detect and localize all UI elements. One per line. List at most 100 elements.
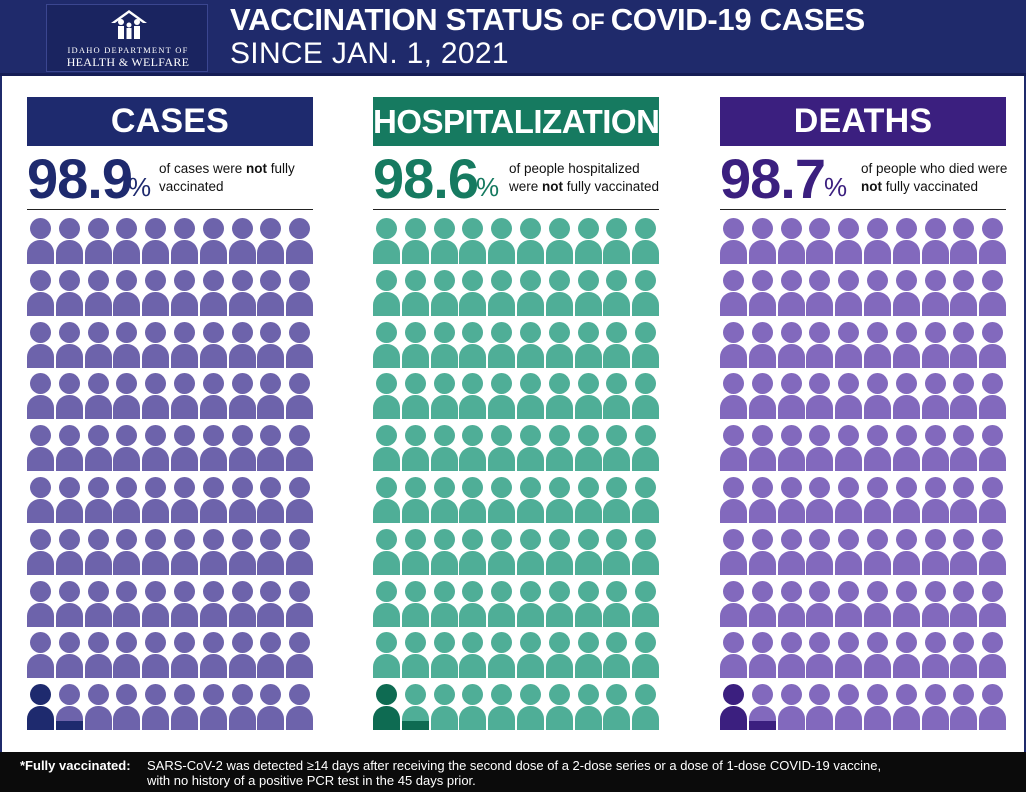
- person-icon: [806, 477, 834, 525]
- page-title: VACCINATION STATUS OF COVID-19 CASES: [230, 2, 865, 37]
- person-icon: [777, 528, 805, 577]
- person-icon: [545, 528, 573, 577]
- person-icon: [777, 269, 805, 318]
- person-icon-grid: [27, 218, 314, 742]
- person-icon: [488, 218, 516, 266]
- panel-hospitalizations: HOSPITALIZATIONS 98.6 % of people hospit…: [373, 97, 681, 742]
- person-icon: [748, 218, 776, 266]
- person-icon: [632, 218, 660, 266]
- person-icon: [574, 580, 602, 629]
- person-icon: [113, 632, 141, 680]
- person-icon: [113, 321, 141, 370]
- person-icon: [373, 269, 400, 318]
- person-icon: [545, 684, 573, 732]
- person-icon: [864, 528, 891, 577]
- family-house-icon: [111, 10, 147, 39]
- person-icon: [142, 269, 170, 318]
- person-icon: [892, 321, 920, 370]
- person-icon: [459, 321, 487, 370]
- person-icon: [430, 373, 458, 421]
- person-icon: [430, 580, 458, 629]
- person-icon: [84, 269, 112, 318]
- person-icon: [142, 528, 170, 577]
- person-icon: [257, 632, 285, 680]
- person-icon: [286, 373, 314, 421]
- person-icon: [459, 425, 487, 473]
- person-icon: [603, 218, 631, 266]
- person-icon: [113, 425, 141, 473]
- person-icon: [864, 321, 891, 370]
- person-icon: [488, 684, 516, 732]
- person-icon: [430, 528, 458, 577]
- person-icon: [459, 632, 487, 680]
- person-icon: [603, 477, 631, 525]
- person-icon-partial: [401, 684, 429, 732]
- person-icon: [27, 580, 54, 629]
- person-icon: [574, 425, 602, 473]
- person-icon: [55, 632, 83, 680]
- person-icon: [171, 632, 198, 680]
- person-icon: [748, 477, 776, 525]
- person-icon: [113, 477, 141, 525]
- person-icon: [171, 218, 198, 266]
- person-icon: [979, 632, 1007, 680]
- person-icon: [257, 218, 285, 266]
- person-icon: [545, 425, 573, 473]
- person-icon: [921, 425, 949, 473]
- person-icon: [979, 425, 1007, 473]
- person-icon: [517, 425, 544, 473]
- person-icon: [979, 269, 1007, 318]
- person-icon: [777, 218, 805, 266]
- person-icon: [55, 528, 83, 577]
- person-icon: [142, 580, 170, 629]
- page-subtitle: SINCE JAN. 1, 2021: [230, 37, 509, 70]
- content-frame: [0, 76, 1026, 752]
- person-icon: [199, 373, 227, 421]
- person-icon: [574, 632, 602, 680]
- person-icon: [27, 632, 54, 680]
- person-icon: [574, 477, 602, 525]
- person-icon: [979, 684, 1007, 732]
- person-icon: [401, 269, 429, 318]
- person-icon: [488, 580, 516, 629]
- person-icon: [806, 373, 834, 421]
- header-banner: IDAHO DEPARTMENT OF HEALTH & WELFARE VAC…: [0, 0, 1026, 76]
- person-icon: [806, 528, 834, 577]
- panel-cases: CASES 98.9 % of cases were not fully vac…: [27, 97, 314, 742]
- person-icon: [806, 632, 834, 680]
- person-icon: [430, 425, 458, 473]
- stat-description: of cases were not fully vaccinated: [159, 161, 295, 194]
- logo-text-line2: HEALTH & WELFARE: [66, 55, 190, 69]
- person-icon: [171, 373, 198, 421]
- person-icon: [142, 632, 170, 680]
- person-icon: [373, 477, 400, 525]
- person-icon: [835, 425, 863, 473]
- person-icon: [950, 269, 978, 318]
- person-icon: [286, 425, 314, 473]
- person-icon: [517, 632, 544, 680]
- person-icon: [113, 684, 141, 732]
- person-icon: [430, 477, 458, 525]
- person-icon: [488, 269, 516, 318]
- person-icon: [574, 684, 602, 732]
- person-icon: [777, 425, 805, 473]
- person-icon: [373, 632, 400, 680]
- person-icon: [517, 528, 544, 577]
- person-icon: [892, 528, 920, 577]
- person-icon: [864, 425, 891, 473]
- person-icon: [459, 373, 487, 421]
- person-icon: [748, 321, 776, 370]
- person-icon: [632, 373, 660, 421]
- person-icon: [113, 218, 141, 266]
- person-icon: [55, 269, 83, 318]
- person-icon: [257, 321, 285, 370]
- person-icon: [55, 321, 83, 370]
- person-icon: [864, 684, 891, 732]
- person-icon: [171, 425, 198, 473]
- person-icon: [545, 580, 573, 629]
- person-icon: [55, 477, 83, 525]
- person-icon: [603, 528, 631, 577]
- person-icon: [835, 373, 863, 421]
- person-icon: [950, 425, 978, 473]
- person-icon: [777, 321, 805, 370]
